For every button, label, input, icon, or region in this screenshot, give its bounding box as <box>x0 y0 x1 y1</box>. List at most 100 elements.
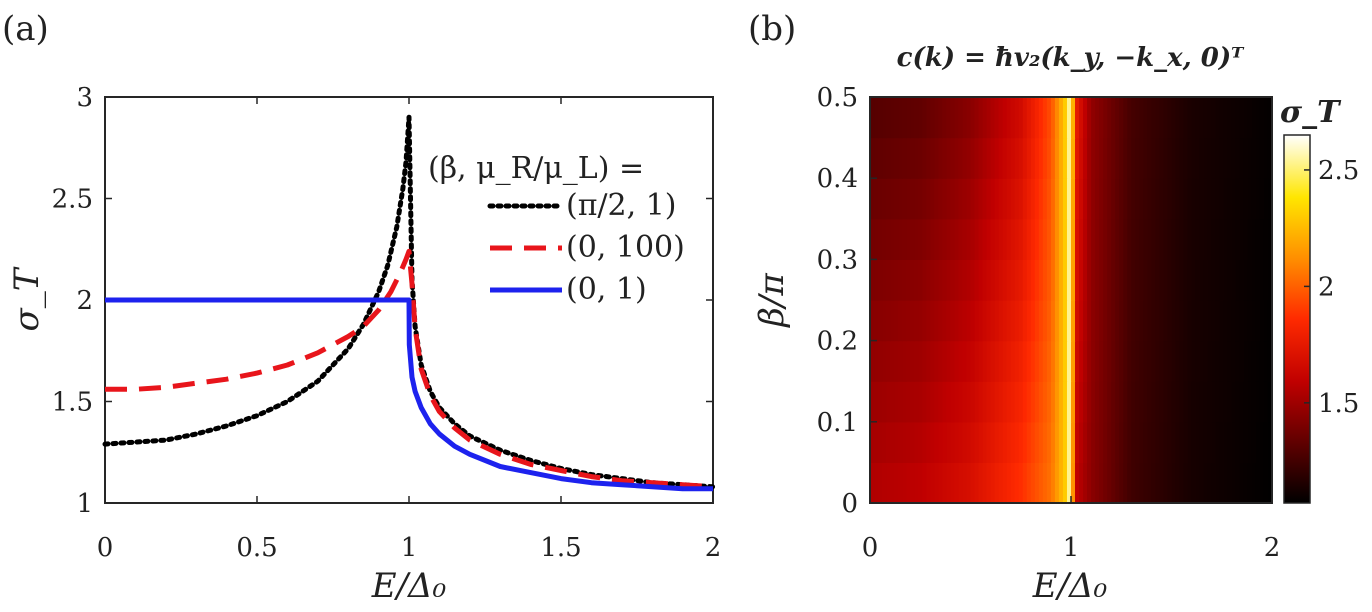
heatmap-cell <box>1151 218 1157 260</box>
heatmap-cell <box>986 462 992 504</box>
heatmap-cell <box>874 178 879 220</box>
heatmap-cell <box>1175 97 1181 139</box>
heatmap-cell <box>930 462 935 504</box>
heatmap-cell <box>970 218 976 260</box>
heatmap-cell <box>1038 97 1044 139</box>
heatmap-cell <box>1038 300 1044 342</box>
heatmap-cell <box>1263 462 1269 504</box>
heatmap-cell <box>1175 300 1181 342</box>
heatmap-cell <box>1199 259 1205 301</box>
heatmap-cell <box>990 178 996 220</box>
line-plot-a: 0 0.5 1 1.5 2 1 1.5 2 2.5 3 (β, μ_R/μ_L) = (π/2, … <box>7 83 721 606</box>
heatmap-cell <box>1239 259 1245 301</box>
heatmap-cell <box>878 462 883 504</box>
heatmap-cell <box>1163 178 1169 220</box>
heatmap-cell <box>894 300 899 342</box>
heatmap-cell <box>1123 218 1128 260</box>
heatmap-cell <box>1111 340 1116 382</box>
heatmap-cell <box>1091 137 1096 179</box>
heatmap-cell <box>1155 300 1161 342</box>
heatmap-cell <box>974 218 980 260</box>
heatmap-cell <box>1187 340 1193 382</box>
heatmap-cell <box>930 381 935 423</box>
heatmap-cell <box>1159 300 1165 342</box>
heatmap-cell <box>1203 97 1209 139</box>
heatmap-cell <box>886 300 891 342</box>
heatmap-cell <box>926 421 931 463</box>
heatmap-cell <box>1191 259 1197 301</box>
heatmap-cell <box>1251 462 1257 504</box>
heatmap-cell <box>982 97 988 139</box>
heatmap-cell <box>1203 340 1209 382</box>
heatmap-cell <box>1207 300 1213 342</box>
heatmap-cell <box>962 421 968 463</box>
heatmap-cell <box>922 259 927 301</box>
heatmap-cell <box>1195 381 1201 423</box>
heatmap-cell <box>1251 218 1257 260</box>
heatmap-cell <box>1259 137 1265 179</box>
heatmap-cell <box>1091 421 1096 463</box>
heatmap-cell <box>1247 421 1253 463</box>
heatmap-cell <box>890 259 895 301</box>
heatmap-cell <box>1223 300 1229 342</box>
series-line-1 <box>105 248 714 490</box>
heatmap-cell <box>1195 300 1201 342</box>
y-tick-label-a: 1 <box>76 489 93 519</box>
heatmap-cell <box>1014 462 1020 504</box>
heatmap-cell <box>1231 259 1237 301</box>
heatmap-cell <box>1010 462 1016 504</box>
heatmap-cell <box>918 137 923 179</box>
y-tick-label-a: 2 <box>76 286 93 316</box>
heatmap-cell <box>910 381 915 423</box>
heatmap-cell <box>1191 340 1197 382</box>
heatmap-cell <box>1155 381 1161 423</box>
heatmap-cell <box>878 340 883 382</box>
heatmap-cell <box>982 178 988 220</box>
heatmap-cell <box>1255 381 1261 423</box>
heatmap-cell <box>1111 462 1116 504</box>
heatmap-cell <box>1211 97 1217 139</box>
heatmap-cell <box>1075 97 1080 139</box>
heatmap-cell <box>1010 300 1016 342</box>
heatmap-cell <box>914 259 919 301</box>
legend-a: (β, μ_R/μ_L) = (π/2, 1) (0, 100) (0, 1) <box>428 151 685 307</box>
heatmap-cell <box>870 381 875 423</box>
heatmap-cell <box>1215 178 1221 220</box>
heatmap-cell <box>910 462 915 504</box>
heatmap-cell <box>1075 300 1080 342</box>
heatmap-cell <box>1147 381 1152 423</box>
heatmap-cell <box>1151 259 1157 301</box>
heatmap-cell <box>978 178 984 220</box>
heatmap-cell <box>1010 340 1016 382</box>
heatmap-cell <box>1042 381 1048 423</box>
heatmap-cell <box>1235 462 1241 504</box>
heatmap-cell <box>1179 97 1185 139</box>
heatmap-cell <box>1175 178 1181 220</box>
heatmap-cell <box>890 340 895 382</box>
heatmap-cell <box>1103 462 1108 504</box>
heatmap-cell <box>1139 381 1144 423</box>
heatmap-cell <box>1215 421 1221 463</box>
heatmap-cell <box>1259 218 1265 260</box>
heatmap-cell <box>1151 300 1157 342</box>
heatmap-cell <box>1091 218 1096 260</box>
heatmap-cell <box>1087 137 1092 179</box>
heatmap-cell <box>1267 462 1273 504</box>
heatmap-cell <box>1135 178 1140 220</box>
heatmap-cell <box>1151 178 1157 220</box>
heatmap-cell <box>1191 218 1197 260</box>
heatmap-cell <box>922 340 927 382</box>
heatmap-cell <box>1159 340 1165 382</box>
heatmap-cell <box>902 178 907 220</box>
heatmap-cell <box>946 340 951 382</box>
heatmap-cell <box>1263 381 1269 423</box>
heatmap-cell <box>946 178 951 220</box>
heatmap-cell <box>1263 137 1269 179</box>
heatmap-cell <box>1050 97 1056 139</box>
heatmap-cell <box>894 137 899 179</box>
heatmap-cell <box>1022 340 1028 382</box>
heatmap-cell <box>1235 421 1241 463</box>
heatmap-cell <box>1183 340 1189 382</box>
heatmap-cell <box>1179 137 1185 179</box>
heatmap-cell <box>1087 462 1092 504</box>
